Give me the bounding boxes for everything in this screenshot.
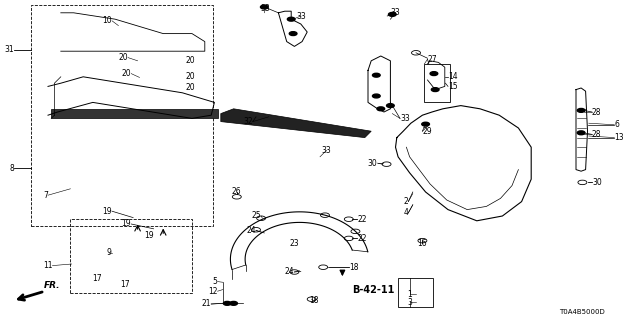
Text: 22: 22 <box>357 215 367 224</box>
Text: B-42-11: B-42-11 <box>352 284 394 295</box>
Text: 19: 19 <box>102 207 112 216</box>
Text: 14: 14 <box>448 72 458 81</box>
Circle shape <box>577 131 585 135</box>
Text: 24: 24 <box>285 268 294 276</box>
Text: 33: 33 <box>390 8 401 17</box>
Text: FR.: FR. <box>44 281 60 290</box>
Text: 30: 30 <box>368 159 378 168</box>
Text: 28: 28 <box>592 108 602 116</box>
Bar <box>31 5 213 226</box>
Text: 33: 33 <box>296 12 306 20</box>
Text: 2: 2 <box>404 197 408 206</box>
Text: 17: 17 <box>92 274 102 283</box>
Text: 20: 20 <box>186 72 195 81</box>
Text: 28: 28 <box>592 130 602 139</box>
Circle shape <box>372 94 380 98</box>
Circle shape <box>422 122 429 126</box>
Text: 20: 20 <box>186 56 195 65</box>
Circle shape <box>260 5 268 9</box>
Bar <box>398 278 433 307</box>
Text: 23: 23 <box>289 239 300 248</box>
Text: 33: 33 <box>260 4 271 12</box>
Text: 33: 33 <box>321 146 332 155</box>
Text: 24: 24 <box>246 226 256 235</box>
Bar <box>424 64 450 102</box>
Circle shape <box>577 108 585 112</box>
Circle shape <box>387 104 394 108</box>
Text: 29: 29 <box>422 127 432 136</box>
Text: 13: 13 <box>614 133 624 142</box>
Polygon shape <box>51 109 218 118</box>
Text: 18: 18 <box>309 296 318 305</box>
Text: 19: 19 <box>122 220 131 228</box>
Text: 33: 33 <box>400 114 410 123</box>
Circle shape <box>372 73 380 77</box>
Text: 25: 25 <box>252 212 261 220</box>
Text: 21: 21 <box>202 300 211 308</box>
Text: 22: 22 <box>357 234 367 243</box>
Circle shape <box>377 107 385 111</box>
Text: 6: 6 <box>614 120 620 129</box>
Text: 7: 7 <box>43 191 48 200</box>
Text: 15: 15 <box>448 82 458 91</box>
Text: 17: 17 <box>120 280 130 289</box>
Text: 27: 27 <box>428 55 437 64</box>
Text: 26: 26 <box>232 188 242 196</box>
Text: 5: 5 <box>212 277 218 286</box>
Circle shape <box>388 12 396 16</box>
Polygon shape <box>221 109 371 138</box>
Text: 16: 16 <box>417 239 428 248</box>
Text: 20: 20 <box>122 69 131 78</box>
Circle shape <box>223 301 231 305</box>
Text: 20: 20 <box>186 83 195 92</box>
Text: 20: 20 <box>118 53 128 62</box>
Circle shape <box>230 301 237 305</box>
Text: 11: 11 <box>43 261 52 270</box>
Circle shape <box>430 72 438 76</box>
Text: 3: 3 <box>407 298 412 307</box>
Text: 19: 19 <box>144 231 154 240</box>
Text: 32: 32 <box>243 117 253 126</box>
Text: 31: 31 <box>4 45 14 54</box>
Text: 12: 12 <box>208 287 218 296</box>
Text: 30: 30 <box>592 178 602 187</box>
Text: 8: 8 <box>10 164 14 172</box>
Circle shape <box>431 88 439 92</box>
Text: 4: 4 <box>403 208 408 217</box>
Circle shape <box>287 17 295 21</box>
Text: T0A4B5000D: T0A4B5000D <box>559 309 605 315</box>
Bar <box>70 219 192 293</box>
Text: 1: 1 <box>407 290 412 299</box>
Text: 10: 10 <box>102 16 112 25</box>
Text: 18: 18 <box>349 263 358 272</box>
Circle shape <box>289 32 297 36</box>
Text: 9: 9 <box>106 248 111 257</box>
